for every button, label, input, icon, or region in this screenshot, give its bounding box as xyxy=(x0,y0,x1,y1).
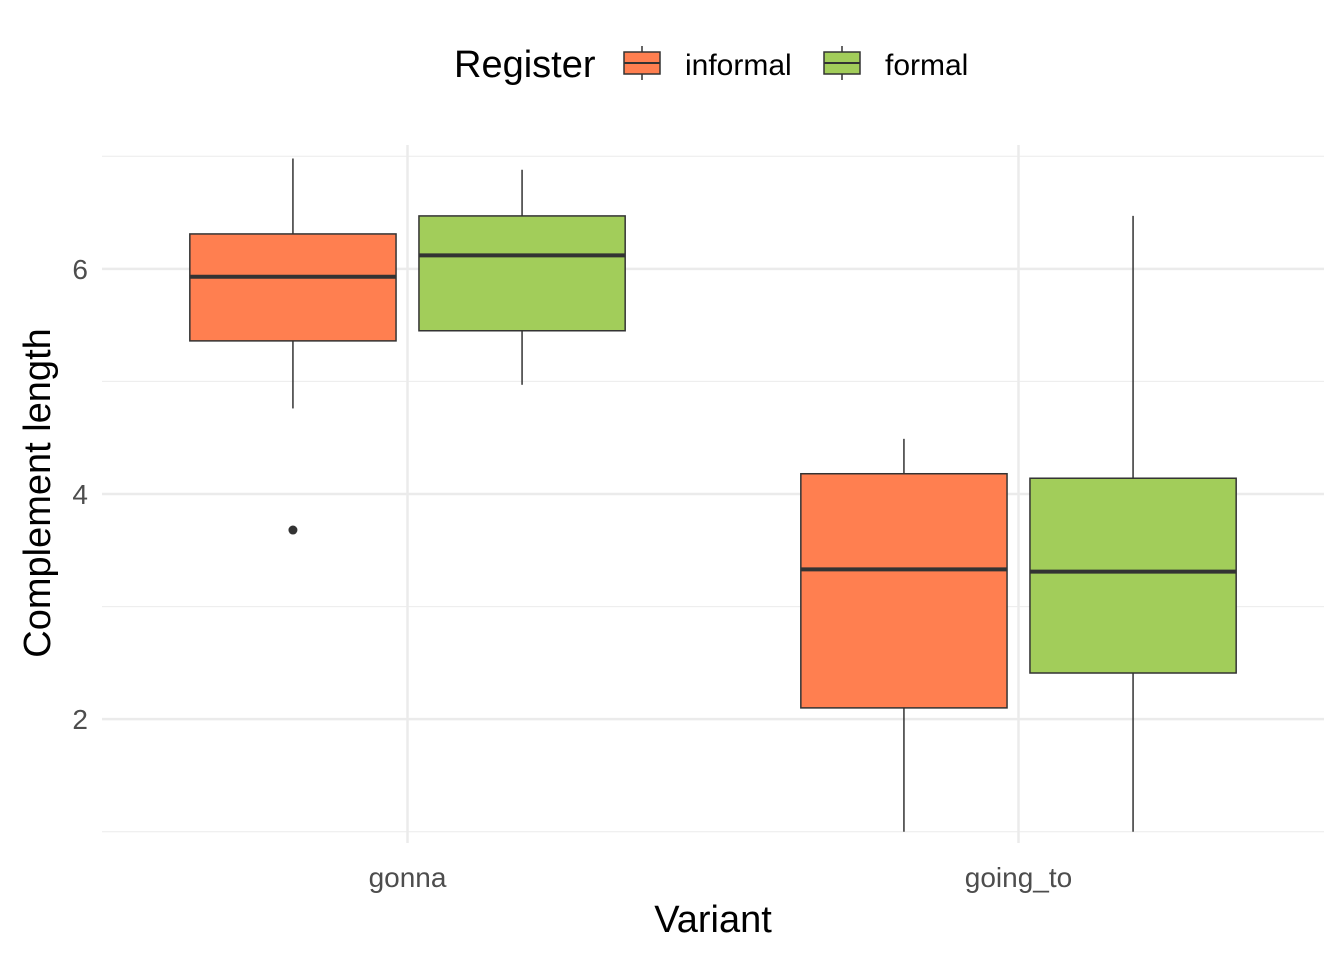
y-tick-labels: 2 4 6 xyxy=(72,254,88,735)
x-axis-title: Variant xyxy=(654,899,772,941)
box-body xyxy=(418,215,626,332)
legend-item-informal: informal xyxy=(623,46,792,82)
x-tick-label: going_to xyxy=(965,862,1072,893)
legend-title: Register xyxy=(454,44,596,86)
x-tick-label: gonna xyxy=(369,862,447,893)
legend-label: formal xyxy=(885,49,968,82)
legend-item-formal: formal xyxy=(823,46,968,82)
legend: Register informal formal xyxy=(454,44,968,86)
y-tick-label: 2 xyxy=(72,704,88,735)
box-formal-going_to xyxy=(1029,215,1237,832)
y-tick-label: 6 xyxy=(72,254,88,285)
y-tick-label: 4 xyxy=(72,479,88,510)
box-body xyxy=(800,472,1008,709)
box-formal-gonna xyxy=(418,169,626,385)
box-body xyxy=(189,233,397,342)
box-informal-going_to xyxy=(800,438,1008,832)
legend-label: informal xyxy=(685,49,792,82)
x-tick-labels: gonna going_to xyxy=(369,862,1073,893)
outlier-point xyxy=(288,525,298,535)
box-informal-gonna xyxy=(189,158,397,535)
box-marks xyxy=(189,158,1237,832)
box-body xyxy=(1029,477,1237,674)
y-axis-title: Complement length xyxy=(17,328,59,658)
